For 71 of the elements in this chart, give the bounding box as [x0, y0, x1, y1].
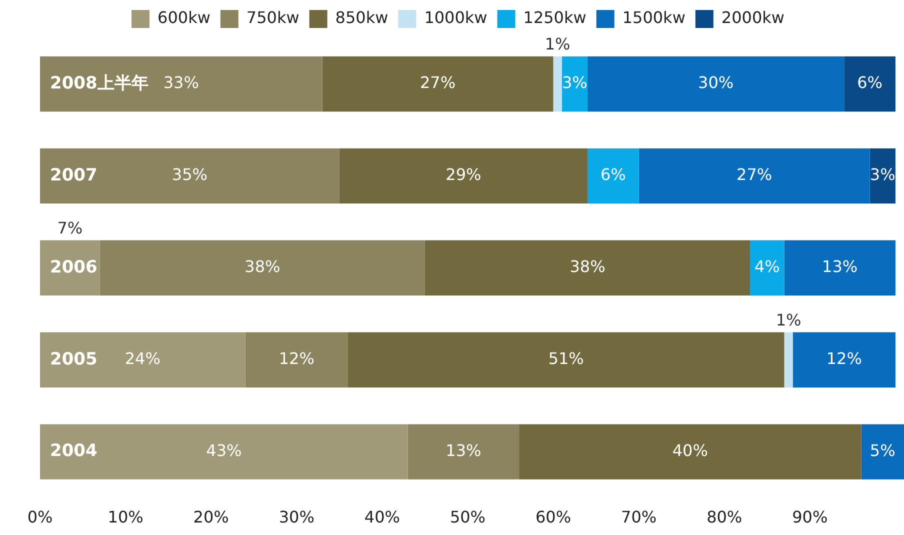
- data-label: 1%: [544, 34, 570, 54]
- bar: [861, 424, 904, 480]
- data-label: 12%: [278, 349, 314, 368]
- bar: [587, 148, 639, 204]
- bar: [408, 424, 520, 480]
- x-tick-label: 50%: [450, 508, 486, 527]
- y-tick-label: 2004: [50, 441, 98, 462]
- data-label: 13%: [446, 440, 482, 460]
- bar: [40, 56, 322, 112]
- x-tick-label: 70%: [621, 508, 657, 527]
- bar: [40, 424, 408, 480]
- data-label: 29%: [446, 165, 482, 184]
- data-label: 43%: [206, 440, 242, 460]
- legend-label: 600kw: [158, 8, 210, 28]
- bar: [844, 56, 896, 112]
- bar: [519, 424, 862, 480]
- bar: [322, 56, 554, 112]
- data-label: 4%: [754, 257, 780, 276]
- y-tick-label: 2007: [50, 165, 98, 186]
- data-label: 1%: [776, 310, 802, 330]
- legend-label: 1000kw: [424, 8, 488, 28]
- x-tick-label: 40%: [364, 508, 400, 527]
- y-tick-label: 2006: [50, 257, 98, 278]
- legend-label: 1500kw: [622, 8, 686, 28]
- data-label: 6%: [857, 73, 882, 92]
- bar: [587, 56, 844, 112]
- data-label: 40%: [672, 440, 708, 460]
- x-tick-label: 60%: [535, 508, 572, 527]
- data-label: 30%: [698, 73, 734, 92]
- data-label: 51%: [548, 349, 584, 368]
- bar: [339, 148, 588, 204]
- bar: [100, 240, 425, 296]
- bar: [784, 240, 896, 296]
- legend-label: 1250kw: [523, 8, 586, 28]
- data-label: 3%: [870, 165, 896, 184]
- x-tick-label: 80%: [706, 508, 742, 527]
- bar: [553, 56, 562, 112]
- bar: [562, 56, 588, 112]
- bar: [750, 240, 784, 296]
- x-tick-label: 20%: [193, 508, 229, 527]
- data-label: 35%: [172, 165, 208, 184]
- data-label: 13%: [822, 257, 858, 276]
- data-label: 38%: [570, 257, 606, 276]
- bar: [638, 148, 870, 204]
- data-label: 27%: [420, 73, 456, 92]
- x-tick-label: 0%: [27, 508, 53, 527]
- bar: [870, 148, 896, 204]
- bar: [40, 332, 246, 388]
- x-tick-label: 10%: [108, 508, 144, 527]
- data-label: 5%: [870, 440, 896, 460]
- data-label: 7%: [57, 218, 83, 238]
- data-label: 24%: [124, 349, 160, 368]
- data-label: 33%: [163, 73, 199, 92]
- data-label: 27%: [736, 165, 772, 184]
- data-label: 12%: [826, 349, 862, 368]
- data-label: 6%: [600, 165, 626, 184]
- data-label: 3%: [562, 73, 588, 92]
- bar: [792, 332, 896, 388]
- bar: [348, 332, 784, 388]
- bar: [784, 332, 793, 388]
- legend-label: 750kw: [246, 8, 300, 28]
- data-label: 38%: [244, 257, 280, 276]
- y-tick-label: 2008上半年: [50, 73, 148, 94]
- x-tick-label: 90%: [792, 508, 828, 527]
- bar: [40, 148, 340, 204]
- legend-label: 850kw: [335, 8, 388, 28]
- x-tick-label: 30%: [278, 508, 314, 527]
- bar: [245, 332, 348, 388]
- legend-label: 2000kw: [721, 8, 784, 28]
- bar: [424, 240, 750, 296]
- y-tick-label: 2005: [50, 349, 98, 370]
